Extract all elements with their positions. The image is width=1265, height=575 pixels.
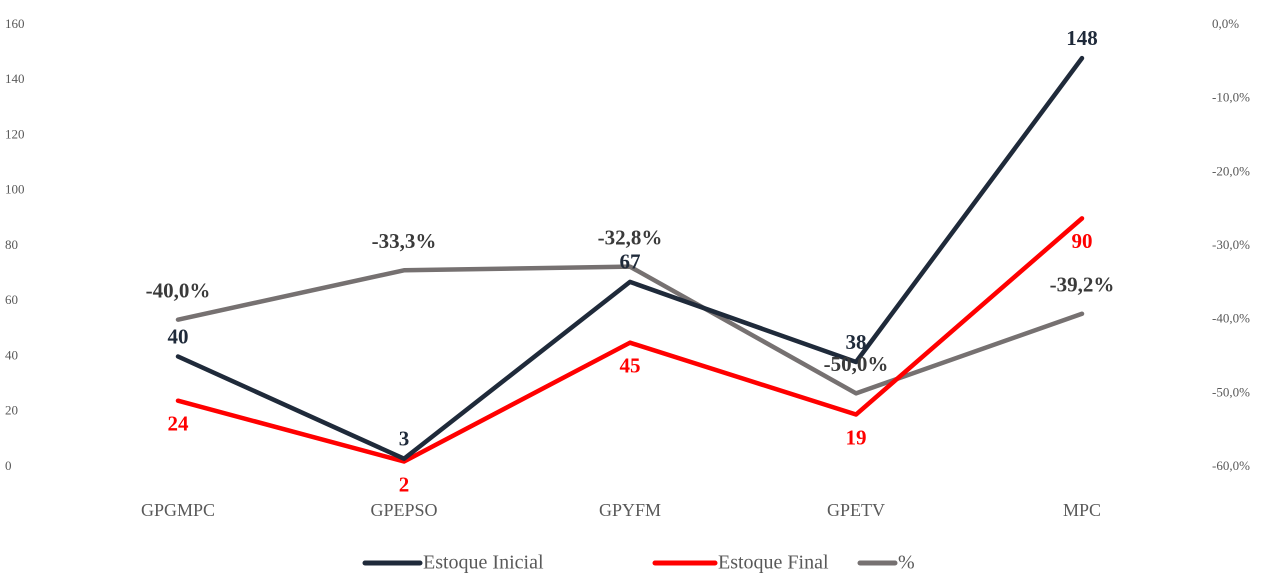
data-label: -32,8% [598, 225, 663, 249]
data-label: -33,3% [372, 229, 437, 253]
data-label: 45 [620, 354, 641, 378]
x-tick-label: MPC [1063, 500, 1101, 520]
data-label: 2 [399, 472, 410, 496]
data-label: 40 [168, 324, 189, 348]
y-tick-label: 120 [5, 126, 25, 141]
line [175, 216, 1085, 464]
y-tick-label: 80 [5, 237, 18, 252]
y2-tick-label: -20,0% [1212, 163, 1250, 178]
y-tick-label: 60 [5, 292, 18, 307]
x-tick-label: GPGMPC [141, 500, 215, 520]
data-label: 38 [846, 330, 867, 354]
y2-tick-label: -50,0% [1212, 384, 1250, 399]
y-tick-label: 0 [5, 458, 12, 473]
y-tick-label: 20 [5, 403, 18, 418]
y-tick-label: 140 [5, 71, 25, 86]
y-tick-label: 160 [5, 16, 25, 31]
data-label: 148 [1066, 26, 1098, 50]
y2-tick-label: -60,0% [1212, 458, 1250, 473]
data-label: -50,0% [824, 352, 889, 376]
y2-tick-label: -30,0% [1212, 237, 1250, 252]
data-label: 24 [168, 412, 190, 436]
x-tick-label: GPEPSO [370, 500, 437, 520]
line [175, 264, 1085, 396]
x-tick-label: GPETV [827, 500, 885, 520]
data-label: 67 [620, 250, 641, 274]
data-label: 3 [399, 427, 410, 451]
data-label: 19 [846, 425, 867, 449]
y2-tick-label: -40,0% [1212, 311, 1250, 326]
y-tick-label: 40 [5, 347, 18, 362]
data-label: -39,2% [1050, 273, 1115, 297]
data-label: 90 [1072, 229, 1093, 253]
y2-tick-label: 0,0% [1212, 16, 1239, 31]
data-label: -40,0% [146, 278, 211, 302]
legend-label: % [898, 552, 915, 574]
line [175, 55, 1085, 461]
x-tick-label: GPYFM [599, 500, 661, 520]
legend-label: Estoque Final [718, 552, 829, 574]
legend-label: Estoque Inicial [423, 552, 544, 574]
y-tick-label: 100 [5, 182, 25, 197]
y2-tick-label: -10,0% [1212, 90, 1250, 105]
